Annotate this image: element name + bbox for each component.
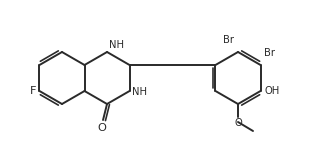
Text: Br: Br <box>223 35 234 45</box>
Text: O: O <box>234 118 242 128</box>
Text: Br: Br <box>263 48 274 58</box>
Text: O: O <box>98 123 107 133</box>
Text: NH: NH <box>132 87 146 97</box>
Text: F: F <box>30 86 37 96</box>
Text: NH: NH <box>109 40 124 50</box>
Text: OH: OH <box>264 86 280 96</box>
